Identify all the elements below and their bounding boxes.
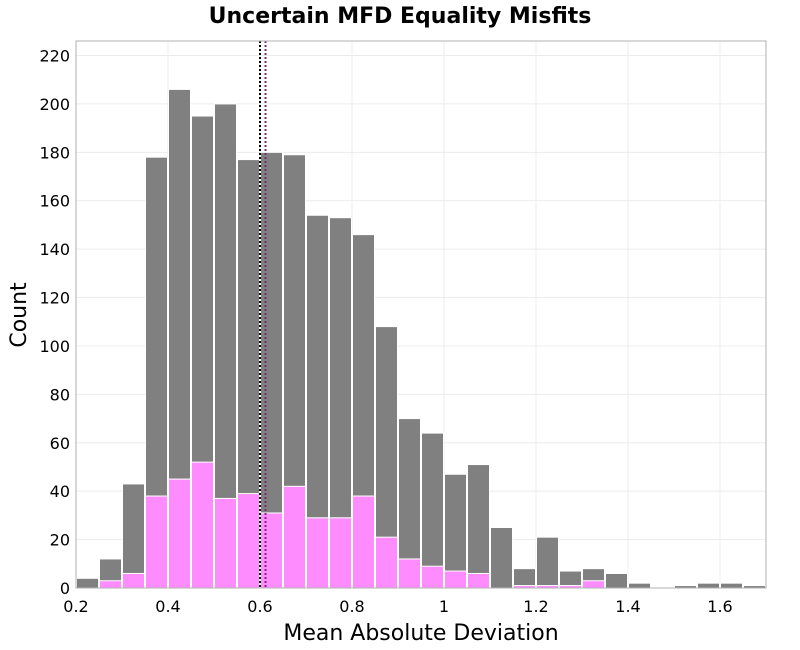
bar-total xyxy=(697,582,720,589)
bar-highlight xyxy=(582,580,605,589)
x-tick-label: 0.6 xyxy=(247,597,272,616)
bar-highlight xyxy=(467,572,490,589)
bar-highlight xyxy=(375,536,398,589)
x-tick-label: 0.4 xyxy=(155,597,180,616)
bar-highlight xyxy=(191,461,214,589)
y-tick-label: 20 xyxy=(50,531,70,550)
bar-highlight xyxy=(444,570,467,589)
y-tick-label: 160 xyxy=(39,192,70,211)
bar-total xyxy=(421,432,444,589)
bar-highlight xyxy=(122,572,145,589)
y-tick-labels: 0 20 40 60 80 100 120 140 160 180 200 220 xyxy=(39,47,70,598)
bar-total xyxy=(720,582,743,589)
bars xyxy=(76,88,766,589)
y-tick-label: 80 xyxy=(50,385,70,404)
bar-highlight xyxy=(352,495,375,589)
x-tick-label: 1 xyxy=(439,597,449,616)
y-tick-label: 140 xyxy=(39,240,70,259)
x-tick-label: 1.2 xyxy=(523,597,548,616)
plot-border xyxy=(75,40,767,589)
y-tick-label: 120 xyxy=(39,289,70,308)
bar-total xyxy=(467,464,490,589)
y-tick-label: 40 xyxy=(50,482,70,501)
y-tick-label: 200 xyxy=(39,95,70,114)
bar-highlight xyxy=(145,495,168,589)
bar-highlight xyxy=(237,493,260,589)
y-tick-label: 0 xyxy=(60,579,70,598)
bar-highlight xyxy=(329,517,352,589)
bar-highlight xyxy=(99,580,122,589)
x-tick-labels: 0.2 0.4 0.6 0.8 1 1.2 1.4 1.6 xyxy=(63,597,732,616)
y-tick-label: 180 xyxy=(39,143,70,162)
x-tick-label: 0.8 xyxy=(339,597,364,616)
bar-total xyxy=(76,577,99,589)
bar-highlight xyxy=(421,565,444,589)
y-tick-label: 100 xyxy=(39,337,70,356)
bar-highlight xyxy=(168,478,191,589)
y-tick-label: 220 xyxy=(39,47,70,66)
bar-total xyxy=(490,526,513,589)
bar-total xyxy=(536,536,559,589)
bar-total xyxy=(122,483,145,589)
reference-lines xyxy=(259,41,267,588)
bar-highlight xyxy=(283,485,306,589)
chart-title: Uncertain MFD Equality Misfits xyxy=(209,4,592,29)
x-axis-label: Mean Absolute Deviation xyxy=(283,621,558,646)
bar-total xyxy=(628,582,651,589)
bar-highlight xyxy=(260,512,283,589)
x-tick-label: 1.4 xyxy=(615,597,640,616)
bar-highlight xyxy=(306,517,329,589)
bar-highlight xyxy=(398,558,421,589)
bar-highlight xyxy=(214,497,237,589)
y-axis-label: Count xyxy=(7,282,32,348)
x-tick-label: 1.6 xyxy=(707,597,732,616)
y-tick-label: 60 xyxy=(50,434,70,453)
bar-total xyxy=(605,572,628,589)
x-tick-label: 0.2 xyxy=(63,597,88,616)
